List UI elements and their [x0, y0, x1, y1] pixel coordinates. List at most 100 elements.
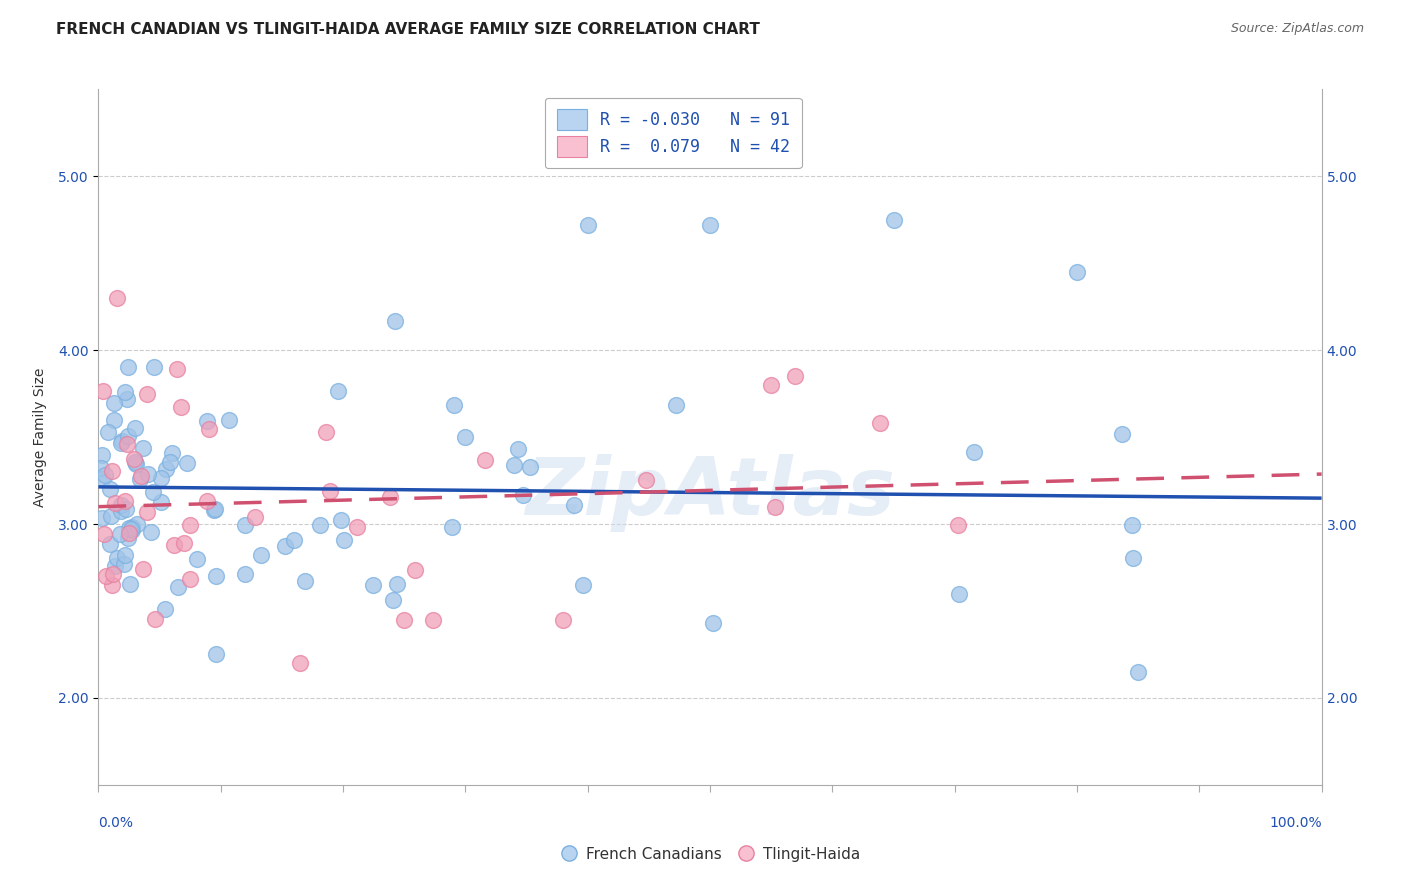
Point [114, 549, 136, 563]
Text: 100.0%: 100.0% [1270, 816, 1322, 830]
Point [101, 578, 124, 592]
Point [162, 446, 184, 460]
Point [159, 455, 181, 469]
Point [869, 417, 891, 431]
Point [380, 490, 402, 504]
Point [163, 538, 186, 552]
Point [576, 218, 599, 232]
Point [114, 385, 136, 400]
Point [110, 504, 132, 518]
Point [204, 569, 226, 583]
Point [179, 518, 201, 533]
Point [117, 429, 139, 443]
Point [474, 453, 496, 467]
Point [665, 398, 688, 412]
Point [392, 613, 416, 627]
Point [129, 472, 152, 486]
Point [197, 494, 219, 508]
Point [562, 498, 585, 512]
Point [129, 468, 152, 483]
Point [243, 510, 266, 524]
Point [274, 539, 297, 553]
Point [118, 525, 141, 540]
Point [170, 400, 193, 414]
Text: FRENCH CANADIAN VS TLINGIT-HAIDA AVERAGE FAMILY SIZE CORRELATION CHART: FRENCH CANADIAN VS TLINGIT-HAIDA AVERAGE… [56, 22, 761, 37]
Point [198, 422, 221, 436]
Point [454, 430, 477, 444]
Point [763, 500, 786, 514]
Point [1111, 426, 1133, 441]
Point [346, 520, 368, 534]
Point [91, 510, 114, 524]
Point [699, 218, 721, 232]
Point [143, 612, 166, 626]
Point [205, 647, 228, 661]
Text: Source: ZipAtlas.com: Source: ZipAtlas.com [1230, 22, 1364, 36]
Point [103, 396, 125, 410]
Point [139, 524, 162, 539]
Point [105, 551, 128, 566]
Point [1121, 518, 1143, 533]
Point [167, 580, 190, 594]
Point [121, 523, 143, 537]
Point [519, 459, 541, 474]
Point [571, 578, 593, 592]
Point [553, 613, 575, 627]
Point [166, 362, 188, 376]
Point [115, 392, 138, 406]
Point [118, 521, 141, 535]
Point [294, 574, 316, 588]
Point [404, 563, 426, 577]
Point [132, 441, 155, 455]
Point [98, 537, 121, 551]
Point [204, 502, 226, 516]
Point [1066, 265, 1088, 279]
Point [136, 505, 159, 519]
Point [132, 562, 155, 576]
Point [233, 518, 256, 533]
Point [101, 464, 124, 478]
Point [120, 577, 142, 591]
Point [315, 425, 337, 439]
Point [103, 412, 125, 426]
Point [143, 360, 166, 375]
Point [173, 535, 195, 549]
Point [117, 360, 139, 375]
Point [883, 212, 905, 227]
Point [308, 517, 330, 532]
Point [100, 509, 122, 524]
Point [319, 483, 342, 498]
Point [441, 520, 464, 534]
Point [114, 494, 136, 508]
Point [121, 520, 143, 534]
Point [946, 517, 969, 532]
Point [512, 488, 534, 502]
Point [110, 498, 132, 512]
Point [1128, 665, 1150, 679]
Point [218, 413, 240, 427]
Legend: French Canadians, Tlingit-Haida: French Canadians, Tlingit-Haida [554, 840, 866, 868]
Point [135, 386, 157, 401]
Point [179, 572, 201, 586]
Point [124, 455, 146, 469]
Point [149, 471, 172, 485]
Point [101, 567, 124, 582]
Text: ZipAtlas: ZipAtlas [524, 454, 896, 532]
Point [105, 291, 128, 305]
Point [384, 314, 406, 328]
Point [963, 445, 986, 459]
Y-axis label: Average Family Size: Average Family Size [32, 368, 46, 507]
Point [783, 369, 806, 384]
Point [141, 484, 163, 499]
Point [117, 531, 139, 545]
Point [114, 557, 136, 571]
Point [176, 456, 198, 470]
Point [333, 533, 356, 547]
Point [94, 467, 117, 482]
Point [948, 587, 970, 601]
Point [186, 551, 208, 566]
Point [443, 398, 465, 412]
Point [361, 578, 384, 592]
Point [104, 496, 127, 510]
Point [110, 436, 132, 450]
